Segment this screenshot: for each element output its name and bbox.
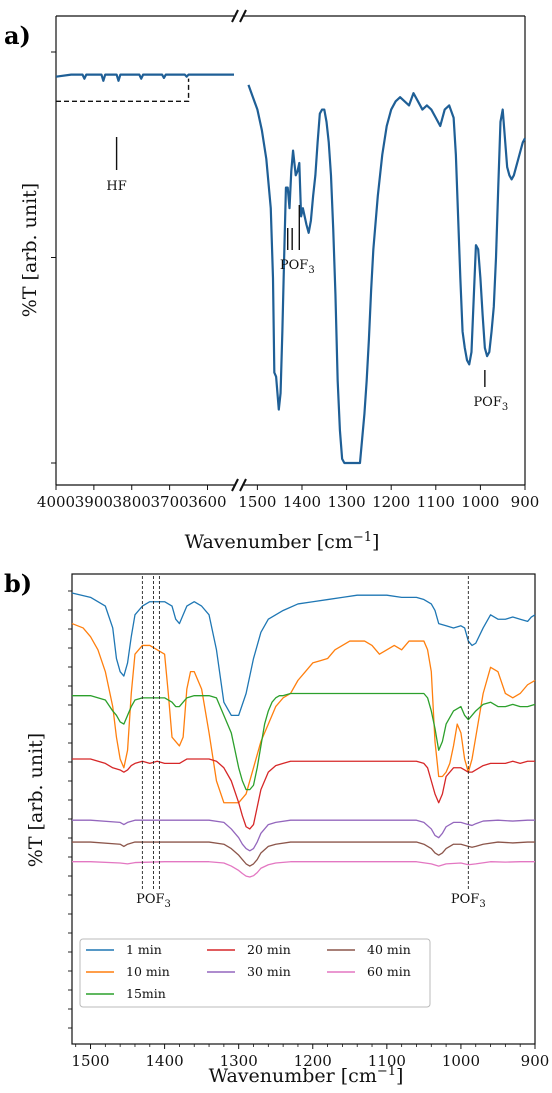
panel-a-x-tick-label: 3900 [75,493,113,511]
series-line-40-min [72,841,535,867]
pof3-annotation-2: POF3 [473,395,508,413]
hf-annotation: HF [106,179,126,194]
series-line-30-min [72,819,535,852]
panel-a-x-tick-label: 1500 [238,493,276,511]
hf-dashed-bracket [56,78,190,103]
panel-b-x-tick-label: 1000 [442,1052,480,1070]
panel-a-x-tick-label: 3700 [151,493,189,511]
panel-a-x-tick-label: 1200 [372,493,410,511]
panel-b-y-axis-label: %T [arb. unit] [25,733,47,867]
legend: 1 min 10 min 15min 20 min 30 min 40 min 60 min [79,938,431,1008]
panel-b-frame-box [71,573,536,1045]
legend-label-15min: 15min [126,986,166,1001]
series-line-20-min [72,758,535,830]
panel-a-x-axis-label: Wavenumber [cm−1] [185,530,380,553]
panel-a-x-tick-label: 1300 [327,493,365,511]
series-line-1-min [71,592,536,716]
panel-b-x-tick-label: 1200 [294,1052,332,1070]
panel-b-annotations: POF3 POF3 [136,576,486,910]
panel-a-axis-break-mark [231,478,239,492]
panel-a: a) %T [arb. unit] Wavenumber [cm−1] 4000… [4,9,540,553]
legend-label-10-min: 10 min [126,964,170,979]
panel-b-x-tick-label: 1500 [71,1052,109,1070]
panel-a-spectrum-segment-1 [55,73,234,82]
panel-b-x-tick-label: 1100 [368,1052,406,1070]
panel-b-label: b) [4,569,32,598]
panel-a-axis-break-mark [231,9,239,23]
panel-a-frame: 4000 3900 3800 3700 3600 1500 1400 1300 1200 1100… [37,9,540,511]
series-line-10-min [71,622,536,804]
panel-a-x-tick-label: 3800 [113,493,151,511]
panel-b-x-tick-label: 1300 [220,1052,258,1070]
panel-a-axis-break-mark [239,9,247,23]
panel-a-axis-break-mark [239,478,247,492]
panel-b-frame: 1500 1400 1300 1200 1100 1000 900 [68,573,550,1070]
pof3-annotation-b2: POF3 [451,892,486,910]
legend-label-40-min: 40 min [367,942,411,957]
pof3-annotation-b1: POF3 [136,892,171,910]
panel-b-x-tick-label: 1400 [146,1052,184,1070]
panel-a-spectrum-segment-2 [247,84,526,465]
panel-b-x-axis-label: Wavenumber [cm−1] [209,1064,404,1087]
panel-b-x-tick-label: 900 [521,1052,550,1070]
legend-label-1-min: 1 min [126,942,162,957]
panel-a-x-tick-label: 3600 [188,493,226,511]
panel-a-y-axis-label: %T [arb. unit] [19,183,41,317]
panel-a-plot-area [55,73,526,465]
panel-a-label: a) [4,21,31,50]
panel-a-annotations: HF POF3 POF3 [56,78,508,413]
panel-a-x-tick-label: 1100 [417,493,455,511]
panel-a-x-tick-label: 4000 [37,493,75,511]
legend-label-30-min: 30 min [247,964,291,979]
legend-label-60-min: 60 min [367,964,411,979]
panel-b-plot-area [71,592,536,878]
series-line-60-min [72,861,535,878]
panel-a-x-tick-label: 1000 [461,493,499,511]
series-line-15min [72,692,536,791]
pof3-annotation-1: POF3 [280,258,315,276]
panel-a-x-tick-label: 900 [511,493,540,511]
panel-a-x-tick-label: 1400 [283,493,321,511]
legend-box [79,938,431,1008]
panel-b: b) %T [arb. unit] Wavenumber [cm−1] 1500… [4,569,549,1087]
legend-label-20-min: 20 min [247,942,291,957]
